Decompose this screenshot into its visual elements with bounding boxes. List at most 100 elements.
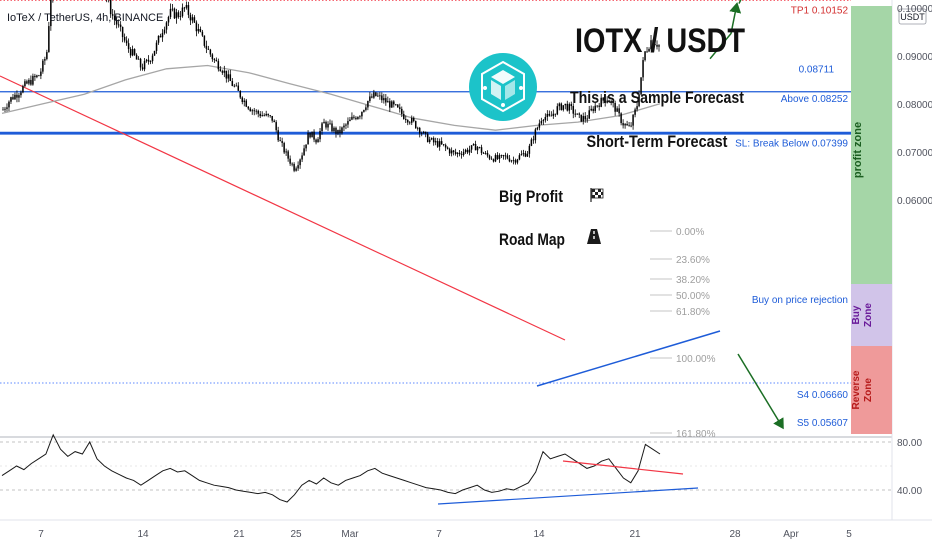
candle-body bbox=[405, 119, 407, 121]
candle-body bbox=[227, 74, 230, 79]
candle-body bbox=[604, 100, 606, 103]
candle-body bbox=[466, 149, 469, 153]
candle-body bbox=[494, 155, 497, 162]
candle-body bbox=[26, 81, 28, 84]
candle-body bbox=[630, 125, 632, 127]
candle-body bbox=[363, 109, 365, 112]
candle-body bbox=[24, 81, 26, 87]
candle-body bbox=[291, 163, 293, 165]
candle-body bbox=[387, 101, 389, 103]
reverse-zone-label-2: Zone bbox=[863, 378, 874, 402]
candle-body bbox=[426, 133, 429, 143]
candle-body bbox=[245, 100, 248, 107]
candle-body bbox=[141, 67, 144, 70]
candle-body bbox=[125, 40, 128, 44]
candle-body bbox=[452, 150, 455, 152]
candle-body bbox=[159, 35, 162, 38]
candle-body bbox=[560, 103, 563, 110]
candle-body bbox=[602, 97, 604, 101]
candle-body bbox=[620, 113, 622, 124]
candle-body bbox=[367, 100, 369, 108]
candle-body bbox=[516, 159, 519, 163]
candle-body bbox=[550, 115, 553, 117]
candle-body bbox=[448, 148, 451, 154]
candle-body bbox=[546, 113, 549, 117]
candle-body bbox=[149, 61, 152, 62]
candle-body bbox=[157, 35, 160, 43]
candle-body bbox=[243, 100, 246, 102]
candle-body bbox=[341, 127, 343, 134]
candle-body bbox=[269, 115, 271, 117]
rsi-tick-label: 40.00 bbox=[897, 486, 922, 497]
rsi-line bbox=[1, 433, 661, 503]
candle-body bbox=[277, 130, 279, 141]
candle-body bbox=[648, 49, 650, 52]
candle-body bbox=[121, 26, 124, 38]
reverse-arrow bbox=[737, 353, 784, 430]
candle-body bbox=[321, 123, 323, 131]
time-tick-label: 25 bbox=[290, 529, 302, 540]
fib-label: 38.20% bbox=[676, 275, 710, 286]
candle-body bbox=[395, 104, 397, 106]
candle-body bbox=[111, 14, 114, 16]
candle-body bbox=[444, 144, 447, 148]
buy-zone bbox=[851, 284, 892, 346]
candle-body bbox=[438, 141, 441, 147]
candle-body bbox=[490, 158, 493, 160]
candle-body bbox=[468, 149, 471, 153]
currency-badge[interactable] bbox=[898, 8, 927, 25]
candle-body bbox=[333, 127, 335, 132]
candle-body bbox=[420, 133, 423, 135]
candle-body bbox=[410, 117, 413, 123]
candle-body bbox=[562, 105, 565, 110]
candle-body bbox=[251, 110, 253, 112]
fib-label: 23.60% bbox=[676, 255, 710, 266]
candle-body bbox=[399, 107, 401, 109]
candle-body bbox=[456, 152, 459, 154]
candle-body bbox=[498, 155, 501, 159]
candle-body bbox=[235, 85, 238, 87]
candle-body bbox=[624, 124, 626, 126]
reverse-zone bbox=[851, 346, 892, 434]
candle-body bbox=[2, 109, 4, 111]
buy-zone-label-2: Zone bbox=[863, 303, 874, 327]
candle-body bbox=[580, 114, 582, 122]
candle-body bbox=[586, 118, 588, 120]
candle-body bbox=[257, 110, 259, 114]
candle-body bbox=[239, 90, 242, 98]
candle-body bbox=[496, 155, 499, 159]
candle-body bbox=[548, 113, 551, 116]
candle-body bbox=[361, 111, 363, 117]
candle-body bbox=[610, 101, 612, 102]
candle-body bbox=[596, 105, 598, 107]
candle-body bbox=[317, 139, 319, 143]
candle-body bbox=[564, 103, 567, 106]
candle-body bbox=[267, 113, 269, 116]
candle-body bbox=[315, 139, 317, 143]
candle-body bbox=[373, 92, 375, 98]
price-axis[interactable]: 0.140000.130000.120000.110000.100000.090… bbox=[897, 0, 932, 207]
candle-body bbox=[199, 28, 202, 32]
candle-body bbox=[572, 106, 575, 114]
candle-body bbox=[32, 75, 34, 85]
candle-body bbox=[10, 97, 12, 102]
candle-body bbox=[44, 59, 46, 61]
time-axis[interactable]: 7 14 21 25 Mar 7 14 21 28 Apr 5 bbox=[38, 529, 852, 540]
candle-body bbox=[556, 106, 559, 115]
candle-body bbox=[155, 42, 158, 51]
candle-body bbox=[261, 115, 263, 117]
candle-body bbox=[616, 108, 618, 112]
candle-body bbox=[618, 108, 620, 114]
candle-body bbox=[640, 77, 642, 95]
time-tick-label: 21 bbox=[233, 529, 245, 540]
candle-body bbox=[307, 132, 309, 145]
candle-body bbox=[339, 129, 341, 134]
candle-body bbox=[285, 151, 287, 153]
candle-body bbox=[169, 8, 172, 18]
candle-body bbox=[161, 33, 164, 38]
time-tick-label: 5 bbox=[846, 529, 852, 540]
candle-body bbox=[658, 45, 660, 47]
candle-body bbox=[343, 125, 345, 128]
candle-body bbox=[377, 95, 379, 97]
candle-body bbox=[371, 96, 373, 98]
